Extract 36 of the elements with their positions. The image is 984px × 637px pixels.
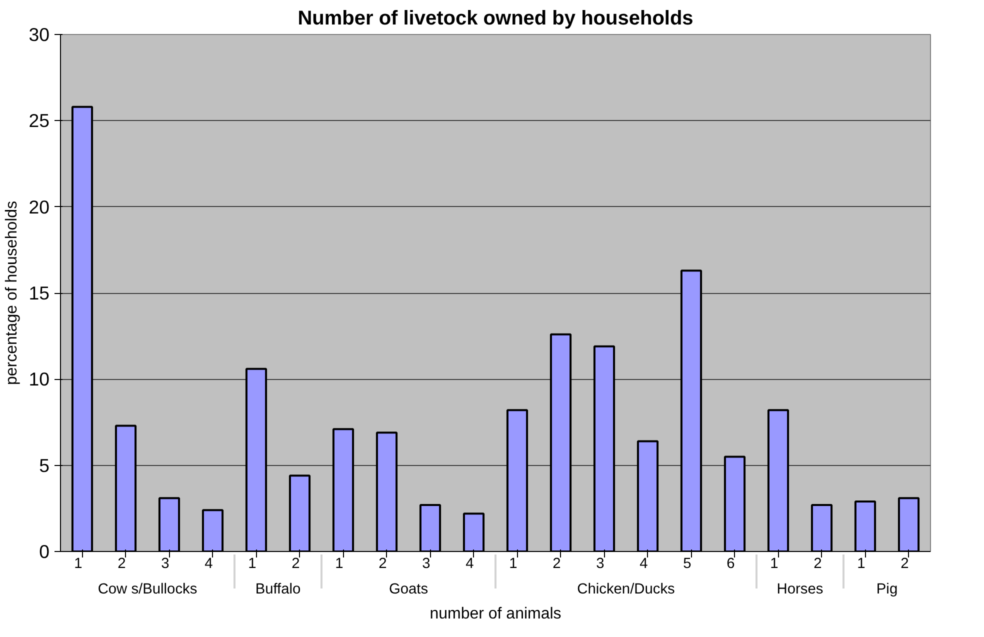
category-label: 2 — [900, 556, 909, 572]
category-label: 1 — [770, 556, 778, 572]
category-label: Chicken/Ducks — [577, 582, 675, 598]
category-label: Horses — [776, 582, 824, 598]
category-label: 1 — [74, 556, 82, 572]
y-tick-label: 20 — [28, 196, 50, 218]
category-label: 4 — [466, 556, 474, 572]
category-label: Pig — [876, 582, 898, 598]
category-label: 4 — [640, 556, 648, 572]
category-label: 1 — [335, 556, 344, 572]
category-label: 1 — [248, 556, 256, 572]
y-axis-title: percentage of households — [4, 200, 21, 386]
category-label: 3 — [422, 556, 430, 572]
y-tick-label: 25 — [28, 110, 50, 132]
y-tick-label: 30 — [28, 24, 50, 45]
y-tick-label: 10 — [28, 368, 50, 390]
category-label: 1 — [509, 556, 518, 572]
category-label: 4 — [204, 556, 213, 572]
category-label: 2 — [378, 556, 387, 572]
category-label: 3 — [161, 556, 170, 572]
category-label: 2 — [552, 556, 561, 572]
y-tick-label: 0 — [39, 541, 50, 562]
y-tick-label: 15 — [28, 282, 50, 304]
x-axis-title: number of animals — [430, 606, 562, 622]
category-label: 2 — [292, 556, 300, 572]
category-label: Buffalo — [255, 582, 301, 598]
category-label: 5 — [683, 556, 692, 572]
category-label: 2 — [118, 556, 126, 572]
category-label: Cow s/Bullocks — [98, 582, 198, 598]
category-label: 6 — [726, 556, 735, 572]
y-tick-label: 5 — [39, 454, 50, 476]
category-label: Goats — [388, 582, 428, 598]
category-label: 1 — [857, 556, 866, 572]
category-label: 3 — [596, 556, 604, 572]
category-label: 2 — [814, 556, 822, 572]
chart-title: Number of livetock owned by households — [298, 8, 694, 30]
